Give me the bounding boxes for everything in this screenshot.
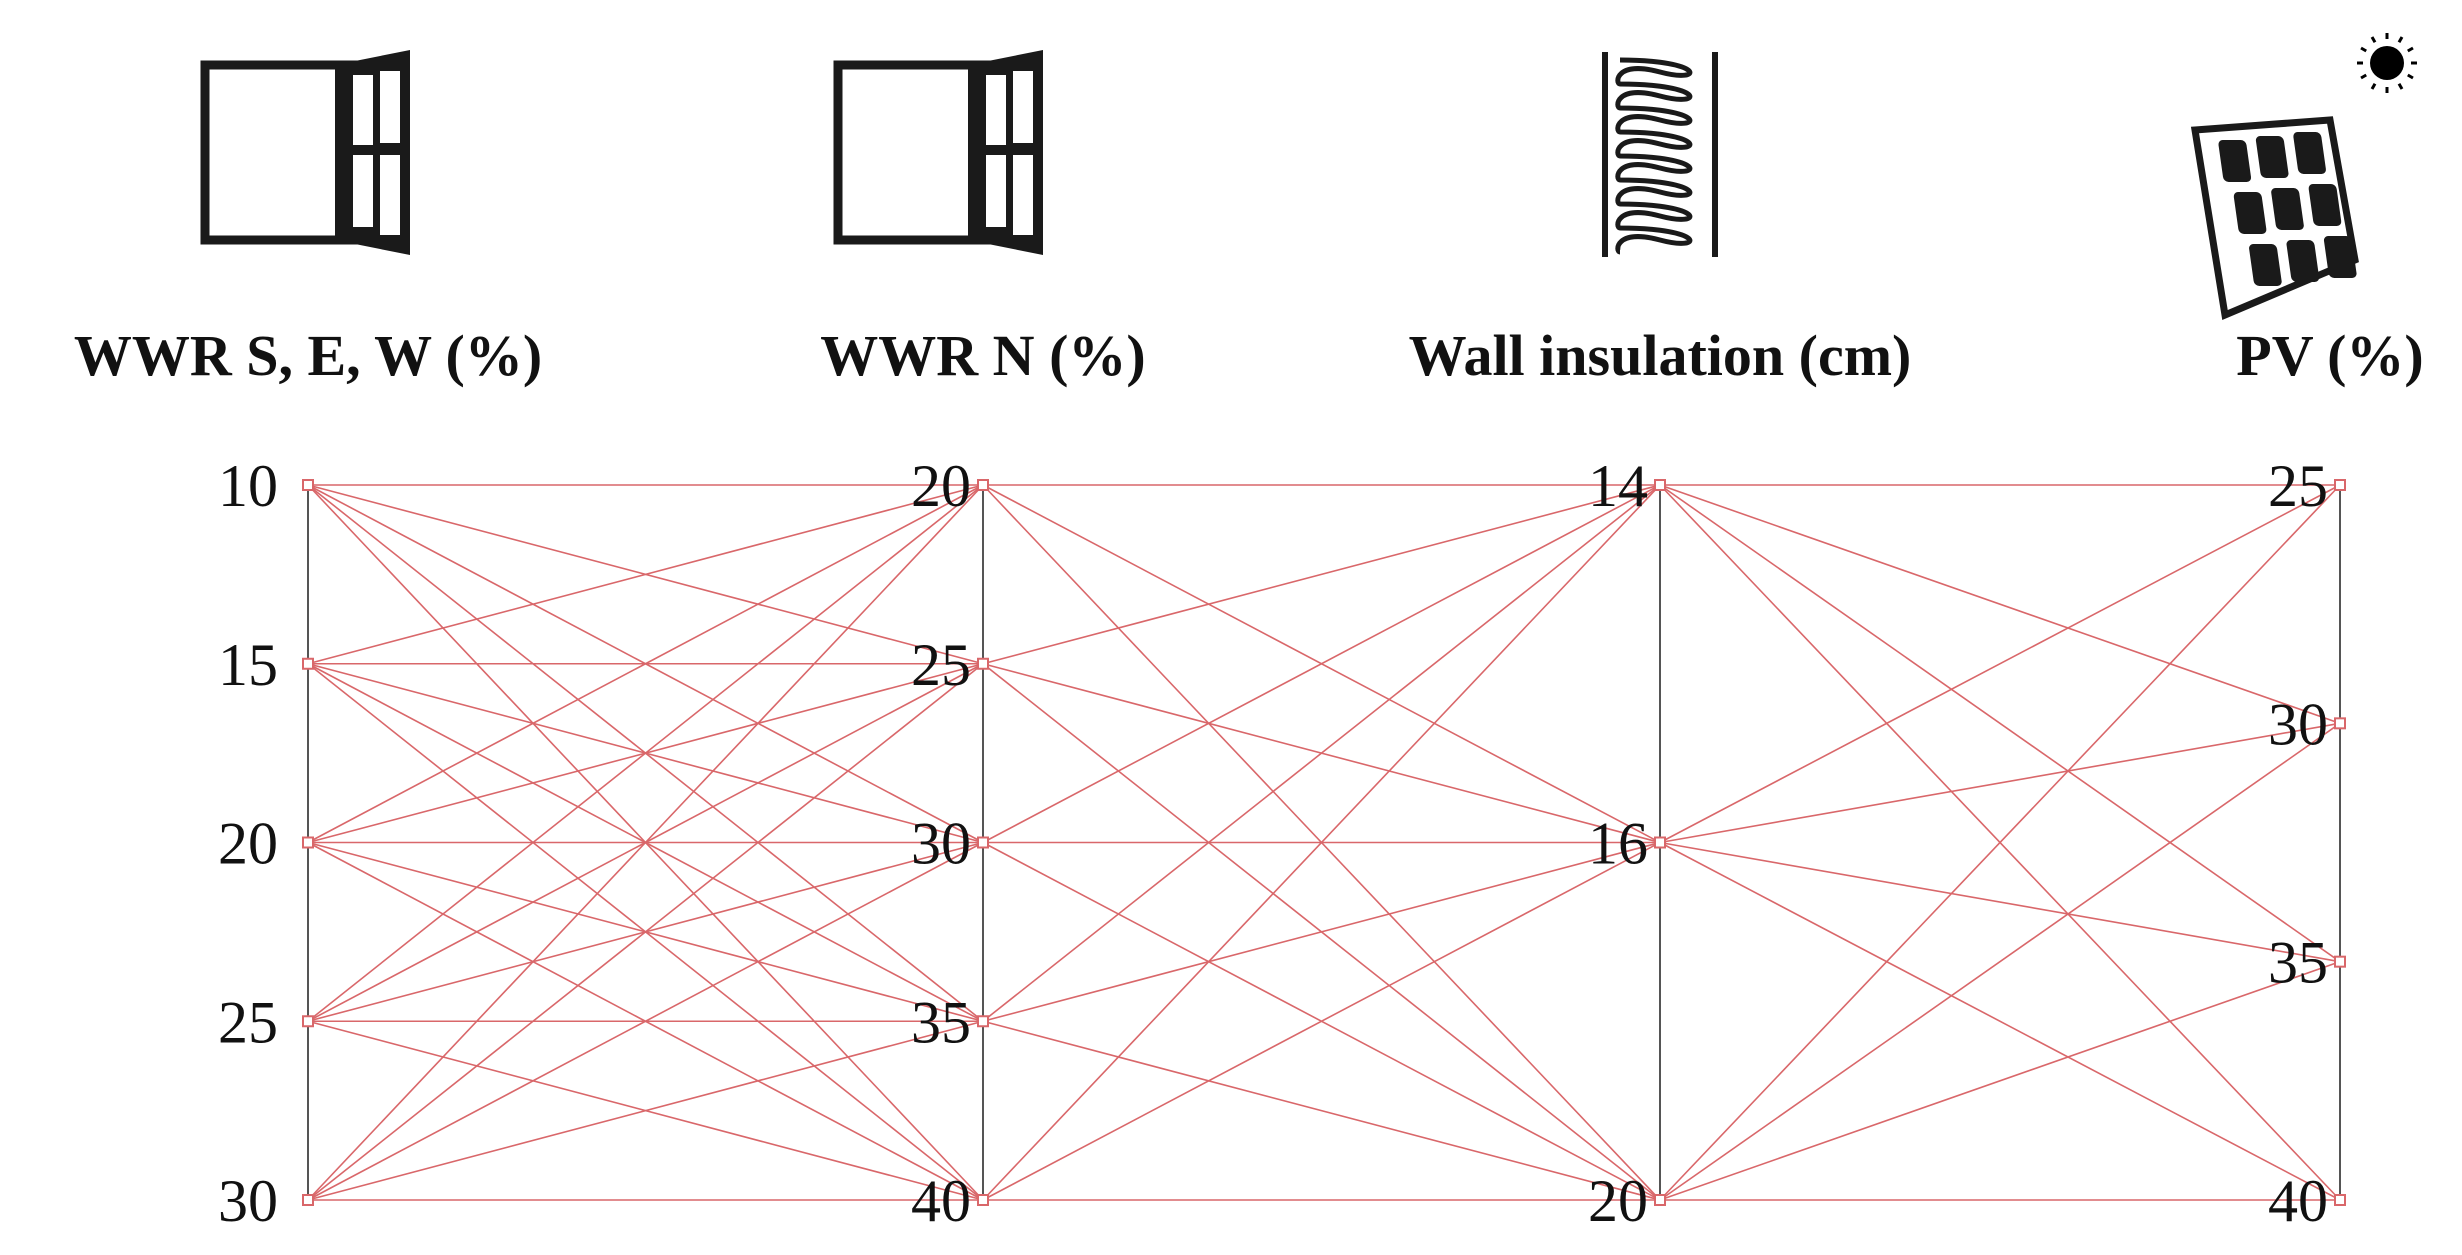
connection-line	[1659, 484, 2341, 963]
tick-label: 35	[911, 989, 971, 1055]
axis-title: WWR N (%)	[820, 323, 1145, 388]
tick-label: 40	[2268, 1168, 2328, 1234]
axis-node	[302, 1015, 314, 1028]
axis-node	[302, 836, 314, 849]
axis-node	[1654, 479, 1666, 491]
connection-line	[982, 484, 1661, 1022]
tick-label: 20	[1588, 1168, 1648, 1234]
connection-line	[307, 484, 984, 1201]
connection-line	[982, 841, 1661, 1201]
window-icon	[833, 50, 1043, 255]
connection-line	[307, 841, 984, 1201]
tick-label: 16	[1588, 811, 1648, 877]
axis-node	[2334, 1194, 2346, 1206]
tick-label: 40	[911, 1168, 971, 1234]
tick-label: 30	[2268, 691, 2328, 757]
tick-label: 25	[2268, 453, 2328, 519]
axis-node	[977, 836, 989, 849]
connection-line	[982, 1020, 1661, 1201]
connection-line	[1659, 722, 2341, 844]
axis-node	[302, 1194, 314, 1206]
connection-line	[307, 663, 984, 1201]
axis-node	[977, 479, 989, 491]
insulation-icon	[1602, 52, 1718, 257]
tick-label: 15	[218, 632, 278, 698]
connection-line	[982, 484, 1661, 844]
connection-line	[307, 484, 984, 1022]
connection-line	[307, 484, 984, 844]
tick-label: 30	[218, 1168, 278, 1234]
axis-node	[2334, 479, 2346, 491]
connection-line	[1659, 841, 2341, 1201]
connection-line	[1659, 484, 2341, 725]
axis-title: Wall insulation (cm)	[1409, 323, 1912, 388]
tick-label: 20	[218, 811, 278, 877]
connection-line	[307, 484, 984, 665]
axis-node	[2334, 717, 2346, 730]
connection-line	[1659, 960, 2341, 1201]
axis-node	[1654, 836, 1666, 849]
connection-line	[307, 1020, 984, 1201]
axis-node	[977, 657, 989, 670]
axis-node	[1654, 1194, 1666, 1206]
tick-label: 20	[911, 453, 971, 519]
axis-title: WWR S, E, W (%)	[74, 323, 542, 388]
tick-label: 10	[218, 453, 278, 519]
axis-title: PV (%)	[2236, 323, 2423, 388]
axis-node	[2334, 955, 2346, 968]
axis-node	[977, 1194, 989, 1206]
connection-line	[1659, 484, 2341, 1201]
connection-line	[982, 484, 1661, 665]
window-icon	[200, 50, 410, 255]
pv-panel-icon	[2190, 116, 2359, 320]
tick-label: 25	[218, 989, 278, 1055]
sun-icon	[2357, 33, 2417, 93]
axis-node	[302, 657, 314, 670]
connection-line	[1659, 841, 2341, 963]
tick-label: 25	[911, 632, 971, 698]
connection-line	[982, 484, 1661, 1201]
axis-node	[977, 1015, 989, 1028]
tick-label: 35	[2268, 930, 2328, 996]
connection-line	[1659, 484, 2341, 844]
connection-line	[1659, 722, 2341, 1201]
axis-node	[302, 479, 314, 491]
connection-line	[982, 841, 1661, 1023]
tick-label: 14	[1588, 453, 1648, 519]
tick-label: 30	[911, 811, 971, 877]
